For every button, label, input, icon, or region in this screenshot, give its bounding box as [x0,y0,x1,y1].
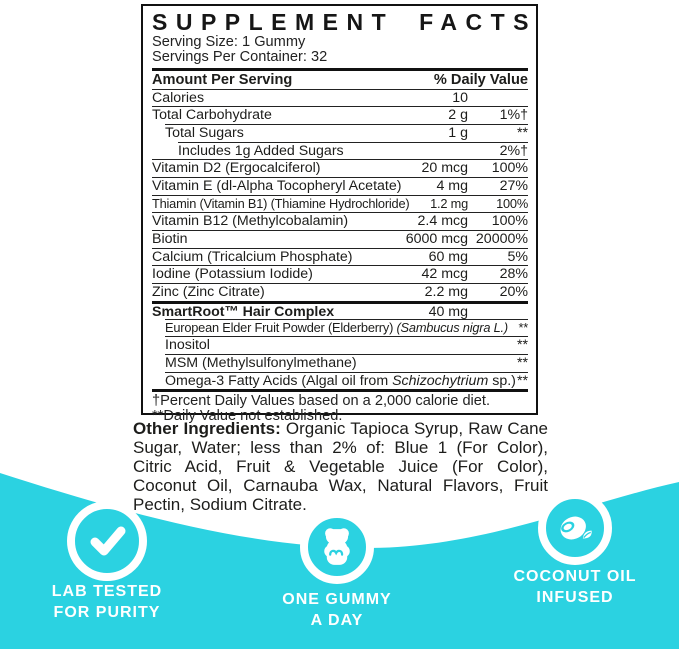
coconut-oil-badge [538,491,612,565]
other-ingredients-text: Organic Tapioca Syrup, Raw Cane Sugar, W… [133,419,548,514]
nutrient-row: Iodine (Potassium Iodide) 42 mcg 28% [152,265,528,283]
one-gummy-label: ONE GUMMY A DAY [282,591,392,629]
nutrient-row: European Elder Fruit Powder (Elderberry)… [165,318,528,337]
nutrient-name: Includes 1g Added Sugars [178,142,344,159]
nutrient-daily-value: ** [516,354,528,371]
nutrient-daily-value: 20% [499,284,528,301]
nutrient-daily-value: 28% [499,266,528,283]
checkmark-icon [90,526,126,556]
nutrient-row: Total Sugars 1 g ** [165,123,528,142]
other-ingredients-label: Other Ingredients: [133,419,281,438]
nutrient-amount: 10 [452,89,468,106]
nutrient-name: Iodine (Potassium Iodide) [152,266,313,283]
nutrient-daily-value: 1%† [499,107,528,124]
nutrient-row: Total Carbohydrate 2 g 1%† [152,106,528,124]
footnote-line: **Daily Value not established. [152,407,343,424]
nutrient-row: Thiamin (Vitamin B1) (Thiamine Hydrochlo… [152,194,528,213]
footnote-line: †Percent Daily Values based on a 2,000 c… [152,393,491,410]
nutrient-row: Vitamin B12 (Methylcobalamin) 2.4 mcg 100% [152,212,528,230]
servings-per-container: Servings Per Container: 32 [152,48,328,65]
nutrient-row: Biotin 6000 mcg 20000% [152,230,528,248]
nutrient-row: Omega-3 Fatty Acids (Algal oil from Schi… [165,371,528,390]
nutrient-daily-value: 100% [491,213,528,230]
coconut-icon [560,516,592,540]
serving-size: Serving Size: 1 Gummy [152,34,306,50]
nutrient-name: Total Sugars [165,124,244,141]
nutrient-name: Vitamin B12 (Methylcobalamin) [152,213,349,230]
nutrient-name: Vitamin D2 (Ergocalciferol) [152,160,321,177]
nutrient-name: Thiamin (Vitamin B1) (Thiamine Hydrochlo… [152,195,410,211]
nutrient-name: SmartRoot™ Hair Complex [152,303,335,320]
other-ingredients: Other Ingredients: Organic Tapioca Syrup… [133,419,548,514]
nutrient-row: Zinc (Zinc Citrate) 2.2 mg 20% [152,283,528,301]
nutrient-name: Vitamin E (dl-Alpha Tocopheryl Acetate) [152,178,402,195]
header-amount-per-serving: Amount Per Serving [152,71,293,88]
nutrient-row: Calories 10 [152,88,528,107]
nutrient-row: Vitamin E (dl-Alpha Tocopheryl Acetate) 4… [152,177,528,195]
nutrient-name: Calories [152,89,205,106]
lab-tested-badge [67,501,147,581]
nutrient-row: MSM (Methylsulfonylmethane) ** [165,353,528,372]
gummy-bear-icon [324,528,350,565]
divider-thick [152,67,528,71]
coconut-oil-label: COCONUT OIL INFUSED [513,568,637,606]
nutrient-name: Inositol [165,337,210,354]
supplement-facts-panel: SUPPLEMENT FACTS Serving Size: 1 Gummy S… [141,4,538,423]
nutrient-amount: 1 g [448,124,468,141]
nutrient-amount: 1.2 mg [430,195,468,211]
nutrient-row: Includes 1g Added Sugars 2%† [178,141,528,160]
footnotes: †Percent Daily Values based on a 2,000 c… [152,389,528,423]
nutrient-daily-value: ** [518,319,528,335]
nutrient-daily-value: 2%† [499,142,528,159]
nutrient-name: Biotin [152,231,188,248]
nutrient-name: Omega-3 Fatty Acids (Algal oil from Schi… [165,372,516,389]
nutrient-row: SmartRoot™ Hair Complex 40 mg [152,300,528,320]
nutrient-daily-value: 100% [491,160,528,177]
nutrient-amount: 2 g [448,107,468,124]
lab-tested-label: LAB TESTED FOR PURITY [51,583,163,621]
nutrient-row: Calcium (Tricalcium Phosphate) 60 mg 5% [152,247,528,266]
nutrient-daily-value: ** [516,124,528,141]
nutrient-name: MSM (Methylsulfonylmethane) [165,354,357,371]
nutrient-daily-value: 27% [499,178,528,195]
table-header: Amount Per Serving % Daily Value [152,71,528,89]
nutrient-name: European Elder Fruit Powder (Elderberry)… [165,319,508,335]
nutrient-amount: 20 mcg [421,160,468,177]
panel-title: SUPPLEMENT FACTS [152,9,537,35]
nutrient-daily-value: 5% [507,248,528,265]
nutrient-row: Inositol ** [165,336,528,354]
nutrient-amount: 6000 mcg [405,231,468,248]
nutrient-amount: 2.2 mg [424,284,468,301]
nutrient-name: Total Carbohydrate [152,107,272,124]
nutrient-daily-value: ** [516,337,528,354]
one-gummy-badge [300,510,374,584]
nutrient-amount: 40 mg [428,303,468,320]
header-daily-value: % Daily Value [433,71,528,88]
nutrient-row: Vitamin D2 (Ergocalciferol) 20 mcg 100% [152,159,528,177]
nutrient-amount: 60 mg [428,248,468,265]
nutrient-amount: 4 mg [436,178,468,195]
nutrient-daily-value: 100% [496,195,528,211]
nutrient-daily-value: ** [516,372,528,389]
nutrient-daily-value: 20000% [475,231,528,248]
nutrient-rows: Calories 10 Total Carbohydrate 2 g 1%† Total … [152,88,528,390]
nutrient-name: Calcium (Tricalcium Phosphate) [152,248,353,265]
nutrient-amount: 42 mcg [421,266,468,283]
nutrient-name: Zinc (Zinc Citrate) [152,284,265,301]
nutrient-amount: 2.4 mcg [417,213,468,230]
